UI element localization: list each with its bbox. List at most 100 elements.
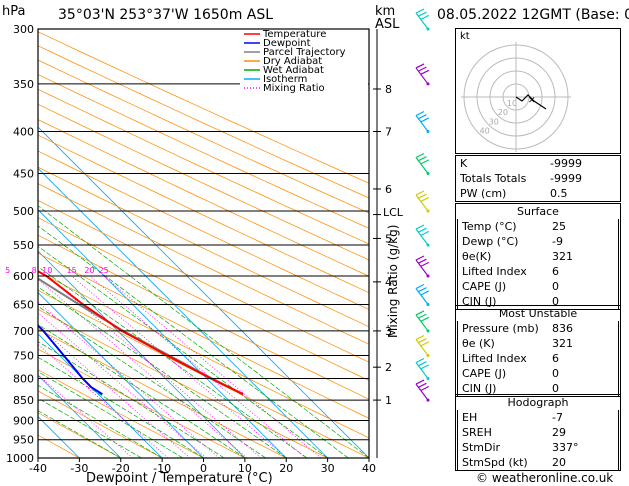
mixing-ratio-label: 5 — [5, 266, 10, 275]
wind-barb-icon — [415, 63, 430, 86]
wind-barb-flag — [415, 110, 425, 117]
wind-barb-flag — [418, 114, 427, 120]
wet-adiabat-line — [38, 371, 183, 458]
wind-barb-flag — [418, 287, 427, 293]
legend-item-label: Mixing Ratio — [263, 83, 325, 94]
x-tick-label: -30 — [70, 462, 88, 475]
row-key: Temp (°C) — [462, 220, 517, 233]
dry-adiabat-line — [38, 369, 204, 458]
hodograph-ring-label: 40 — [480, 126, 490, 135]
wind-barb-dot — [426, 353, 430, 357]
legend-item-label: Isotherm — [263, 74, 307, 85]
temperature-line — [38, 270, 244, 396]
wet-adiabat-line — [38, 397, 142, 458]
wind-barb-flag — [415, 224, 425, 230]
dry-adiabat-line — [38, 59, 369, 214]
wind-barb-flag — [420, 316, 430, 322]
wind-barb-staff — [415, 115, 429, 132]
wind-barb-icon — [415, 334, 430, 357]
row-key: K — [460, 157, 468, 170]
pressure-tick-label: 350 — [13, 78, 34, 91]
wind-barb-flag — [420, 364, 430, 370]
row-key: StmSpd (kt) — [462, 456, 528, 469]
x-tick-label: 30 — [321, 462, 335, 475]
wind-barb-dot — [426, 329, 430, 333]
mixing-ratio-label: 8 — [32, 266, 37, 275]
legend-item-label: Wet Adiabat — [263, 65, 324, 76]
parameter-table: K -9999 Totals Totals -9999 PW (cm) 0.5 — [455, 155, 621, 202]
wind-barb-icon — [415, 110, 430, 134]
wind-barb-flag — [415, 334, 425, 341]
hpa-label: hPa — [2, 4, 26, 19]
x-tick-label: 0 — [200, 462, 207, 475]
wind-barb-flag — [415, 152, 425, 159]
pressure-tick-label: 550 — [13, 239, 34, 252]
legend-item-label: Dewpoint — [263, 38, 311, 49]
table-row: CAPE (J) 0 — [458, 279, 618, 294]
mixing-ratio-label: 25 — [99, 266, 109, 275]
row-value: 0 — [552, 367, 559, 380]
wind-barb-flag — [418, 382, 427, 388]
mixing-ratio-line — [38, 278, 248, 458]
wind-barb-staff — [415, 67, 429, 85]
isotherm-line — [38, 250, 246, 458]
wind-barb-icon — [415, 283, 430, 307]
wind-barb-staff — [415, 362, 429, 379]
most-unstable-title: Most Unstable — [498, 307, 578, 320]
hodograph-panel: kt 40 30 20 10 ✕ — [455, 28, 621, 154]
isotherm-line — [38, 291, 204, 458]
row-key: Pressure (mb) — [462, 322, 539, 335]
legend-item-label: Parcel Trajectory — [263, 47, 346, 58]
wind-barb-icon — [415, 379, 430, 402]
surface-title: Surface — [517, 205, 559, 218]
wind-barb-flag — [415, 255, 425, 261]
storm-motion-icon: ✕ — [528, 96, 536, 106]
wind-barb-flag — [415, 63, 425, 69]
row-value: 0 — [552, 382, 559, 395]
row-value: 0 — [552, 280, 559, 293]
table-row: Pressure (mb) 836 — [458, 321, 618, 336]
wind-barb-staff — [415, 288, 429, 305]
mixing-ratio-line — [103, 275, 322, 458]
pressure-tick-label: 850 — [13, 394, 34, 407]
pressure-tick-label: 400 — [13, 126, 34, 139]
pressure-tick-label: 800 — [13, 372, 34, 385]
x-tick-label: -10 — [153, 462, 171, 475]
row-value: 836 — [552, 322, 573, 335]
surface-table: Surface Temp (°C) 25 Dewp (°C) -9 θe(K) 321 Li… — [455, 203, 621, 310]
dry-adiabat-line — [38, 88, 369, 245]
table-row: EH -7 — [458, 410, 618, 425]
wind-barb-flag — [418, 66, 427, 72]
wind-barb-icon — [415, 255, 430, 278]
row-key: Lifted Index — [462, 265, 527, 278]
pressure-tick-label: 600 — [13, 270, 34, 283]
dry-adiabat-line — [38, 45, 369, 199]
wind-barb-flag — [418, 193, 427, 199]
indices-block: K -9999 Totals Totals -9999 PW (cm) 0.5 — [456, 156, 620, 201]
km-tick-label: 6 — [385, 183, 392, 196]
km-tick-label: 5 — [385, 232, 392, 245]
dry-adiabat-line — [38, 308, 328, 458]
table-row: θe (K) 321 — [458, 336, 618, 351]
wind-barb-staff — [415, 194, 429, 212]
wind-barb-dot — [426, 274, 430, 278]
row-value: -9 — [552, 235, 563, 248]
mixing-ratio-line — [71, 275, 288, 458]
km-tick-label: 4 — [385, 276, 392, 289]
datetime-title: 08.05.2022 12GMT (Base: 00) — [437, 7, 629, 23]
wind-barb-flag — [420, 69, 430, 75]
hodograph-table-title: Hodograph — [507, 396, 569, 409]
surface-block: Temp (°C) 25 Dewp (°C) -9 θe(K) 321 Lifted Ind… — [457, 219, 619, 309]
copyright-footer: © weatheronline.co.uk — [476, 471, 614, 485]
table-row: CIN (J) 0 — [458, 381, 618, 396]
dry-adiabat-line — [38, 31, 369, 184]
dry-adiabat-line — [38, 134, 369, 294]
wind-barb-flag — [418, 227, 427, 233]
wind-barb-icon — [415, 152, 430, 175]
wind-barb-flag — [420, 159, 430, 165]
table-row: PW (cm) 0.5 — [456, 186, 620, 201]
row-key: CAPE (J) — [462, 280, 507, 293]
wind-barb-flag — [415, 379, 425, 385]
